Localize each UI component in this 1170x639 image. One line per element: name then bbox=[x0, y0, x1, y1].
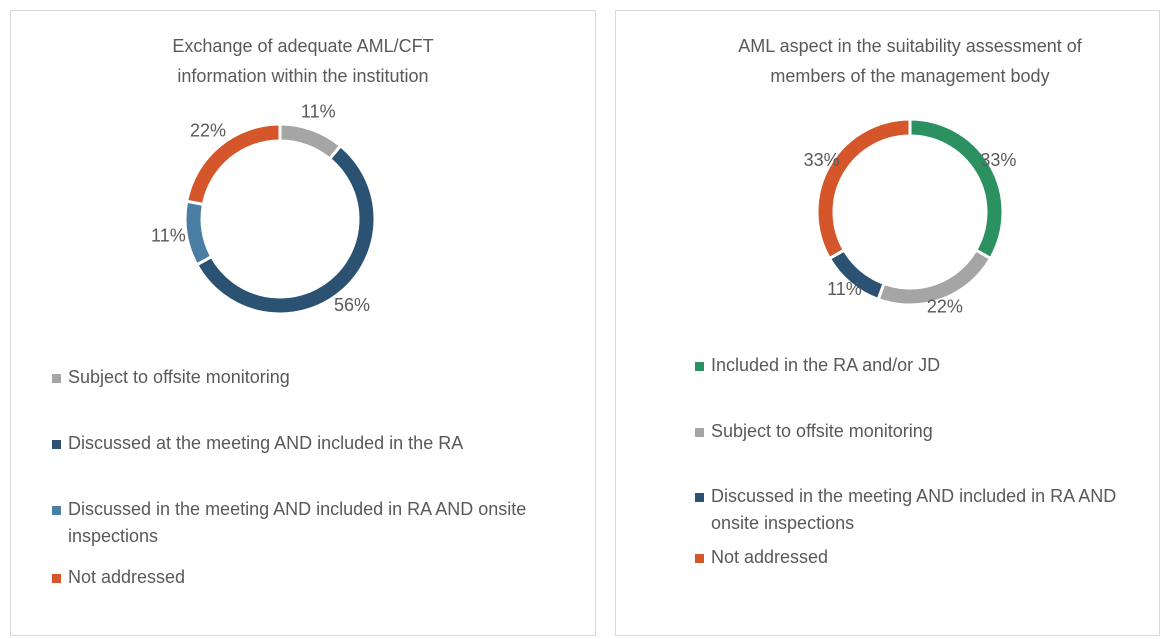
data-label: 11% bbox=[301, 101, 336, 121]
data-label: 33% bbox=[804, 150, 840, 170]
data-label: 11% bbox=[827, 279, 862, 299]
legend-entry: Discussed at the meeting AND included in… bbox=[52, 430, 588, 457]
legend-entry: Subject to offsite monitoring bbox=[695, 418, 1161, 445]
legend-swatch bbox=[52, 374, 61, 383]
legend-entry: Not addressed bbox=[695, 544, 1161, 571]
legend-label: Included in the RA and/or JD bbox=[711, 355, 941, 375]
legend-label: Not addressed bbox=[711, 547, 829, 567]
panel bbox=[10, 10, 596, 636]
legend-swatch bbox=[52, 574, 61, 583]
legend-swatch bbox=[695, 362, 704, 371]
donut-segment bbox=[194, 143, 377, 316]
data-label: 33% bbox=[980, 150, 1016, 170]
legend-label: Subject to offsite monitoring bbox=[68, 367, 290, 387]
legend-swatch bbox=[695, 493, 704, 502]
legend-entry: Subject to offsite monitoring bbox=[52, 364, 588, 391]
legend-entry: Discussed in the meeting AND included in… bbox=[695, 483, 1161, 537]
legend-entry: Included in the RA and/or JD bbox=[695, 352, 1161, 379]
legend-swatch bbox=[695, 428, 704, 437]
legend-label: Subject to offsite monitoring bbox=[711, 421, 933, 441]
data-label: 56% bbox=[334, 295, 370, 315]
data-label: 22% bbox=[190, 121, 226, 141]
chart-title: AML aspect in the suitability assessment… bbox=[738, 36, 1082, 86]
donut-segment bbox=[815, 117, 912, 261]
legend-swatch bbox=[52, 440, 61, 449]
legend-label: Discussed in the meeting AND included in… bbox=[711, 486, 1117, 533]
panel bbox=[615, 10, 1160, 636]
donut-segment bbox=[183, 199, 214, 267]
donut-segment bbox=[278, 122, 343, 162]
donut-segment bbox=[184, 122, 282, 207]
legend-swatch bbox=[695, 554, 704, 563]
chart-title: Exchange of adequate AML/CFT information… bbox=[172, 36, 434, 86]
legend-swatch bbox=[52, 506, 61, 515]
donut-segment bbox=[908, 117, 1005, 261]
data-label: 22% bbox=[927, 297, 963, 317]
legend-entry: Not addressed bbox=[52, 564, 588, 591]
legend-label: Discussed in the meeting AND included in… bbox=[68, 499, 527, 546]
legend-entry: Discussed in the meeting AND included in… bbox=[52, 496, 588, 550]
legend-label: Discussed at the meeting AND included in… bbox=[68, 433, 464, 453]
data-label: 11% bbox=[151, 225, 186, 245]
legend-label: Not addressed bbox=[68, 567, 186, 587]
